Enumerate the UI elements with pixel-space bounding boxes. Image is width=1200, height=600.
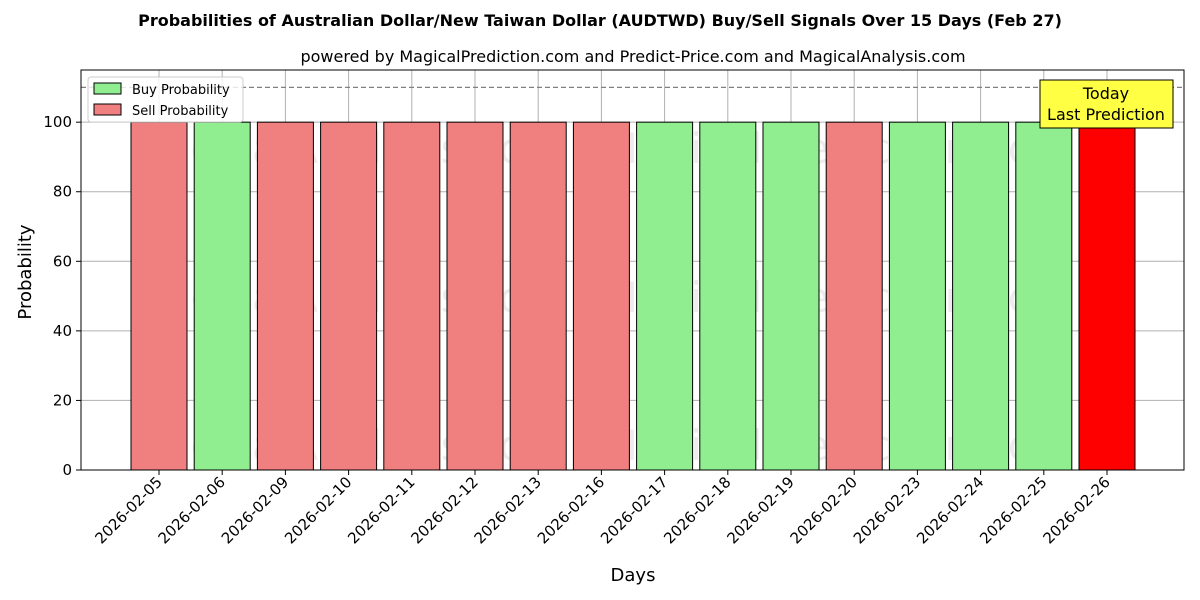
x-tick-label: 2026-02-25 [976,473,1050,547]
today-annotation-box [1039,79,1174,129]
x-tick-label: 2026-02-09 [218,473,292,547]
bar-2026-02-24 [952,121,1010,471]
legend-buy-swatch [93,82,122,95]
y-tick-label: 20 [53,391,72,409]
x-tick-label: 2026-02-23 [850,473,924,547]
bar-2026-02-13 [509,121,567,471]
plot-frame [80,69,1185,471]
x-tick-label: 2026-02-18 [660,473,734,547]
bar-2026-02-19 [762,121,820,471]
x-axis-label: Days [611,565,656,586]
bar-2026-02-23 [888,121,946,471]
x-tick-label: 2026-02-16 [534,473,608,547]
x-tick-label: 2026-02-10 [281,473,355,547]
x-tick-label: 2026-02-13 [471,473,545,547]
chart-subtitle: powered by MagicalPrediction.com and Pre… [300,47,965,66]
x-tick-label: 2026-02-05 [91,473,165,547]
chart-title: Probabilities of Australian Dollar/New T… [138,11,1062,30]
x-tick-label: 2026-02-06 [155,473,229,547]
y-tick-label: 100 [43,113,72,131]
today-annotation-line2: Last Prediction [1047,105,1165,124]
bar-2026-02-17 [636,121,694,471]
legend-sell-label: Sell Probability [132,104,229,119]
bar-2026-02-10 [320,121,378,471]
legend: Buy Probability Sell Probability [87,76,244,123]
bar-2026-02-18 [699,121,757,471]
bar-2026-02-11 [383,121,441,471]
x-tick-label: 2026-02-24 [913,473,987,547]
y-tick-label: 60 [53,252,72,270]
bar-2026-02-26 [1078,121,1136,471]
y-axis-label: Probability [15,224,36,319]
bars [130,121,1136,471]
x-tick-label: 2026-02-26 [1039,473,1113,547]
x-tick-label: 2026-02-20 [787,473,861,547]
bar-2026-02-12 [446,121,504,471]
today-annotation: Today Last Prediction [1039,79,1174,129]
legend-buy-label: Buy Probability [132,83,230,98]
today-annotation-line1: Today [1082,84,1129,103]
bar-2026-02-25 [1015,121,1073,471]
y-tick-label: 40 [53,322,72,340]
bar-2026-02-09 [256,121,314,471]
x-tick-label: 2026-02-11 [344,473,418,547]
bar-2026-02-06 [193,121,251,471]
x-tick-label: 2026-02-12 [407,473,481,547]
legend-sell-swatch [93,103,122,116]
y-tick-label: 0 [62,461,72,479]
bar-2026-02-16 [572,121,630,471]
bar-2026-02-20 [825,121,883,471]
legend-frame [87,76,244,123]
y-tick-label: 80 [53,183,72,201]
bar-2026-02-05 [130,121,188,471]
x-tick-label: 2026-02-19 [723,473,797,547]
x-tick-label: 2026-02-17 [597,473,671,547]
